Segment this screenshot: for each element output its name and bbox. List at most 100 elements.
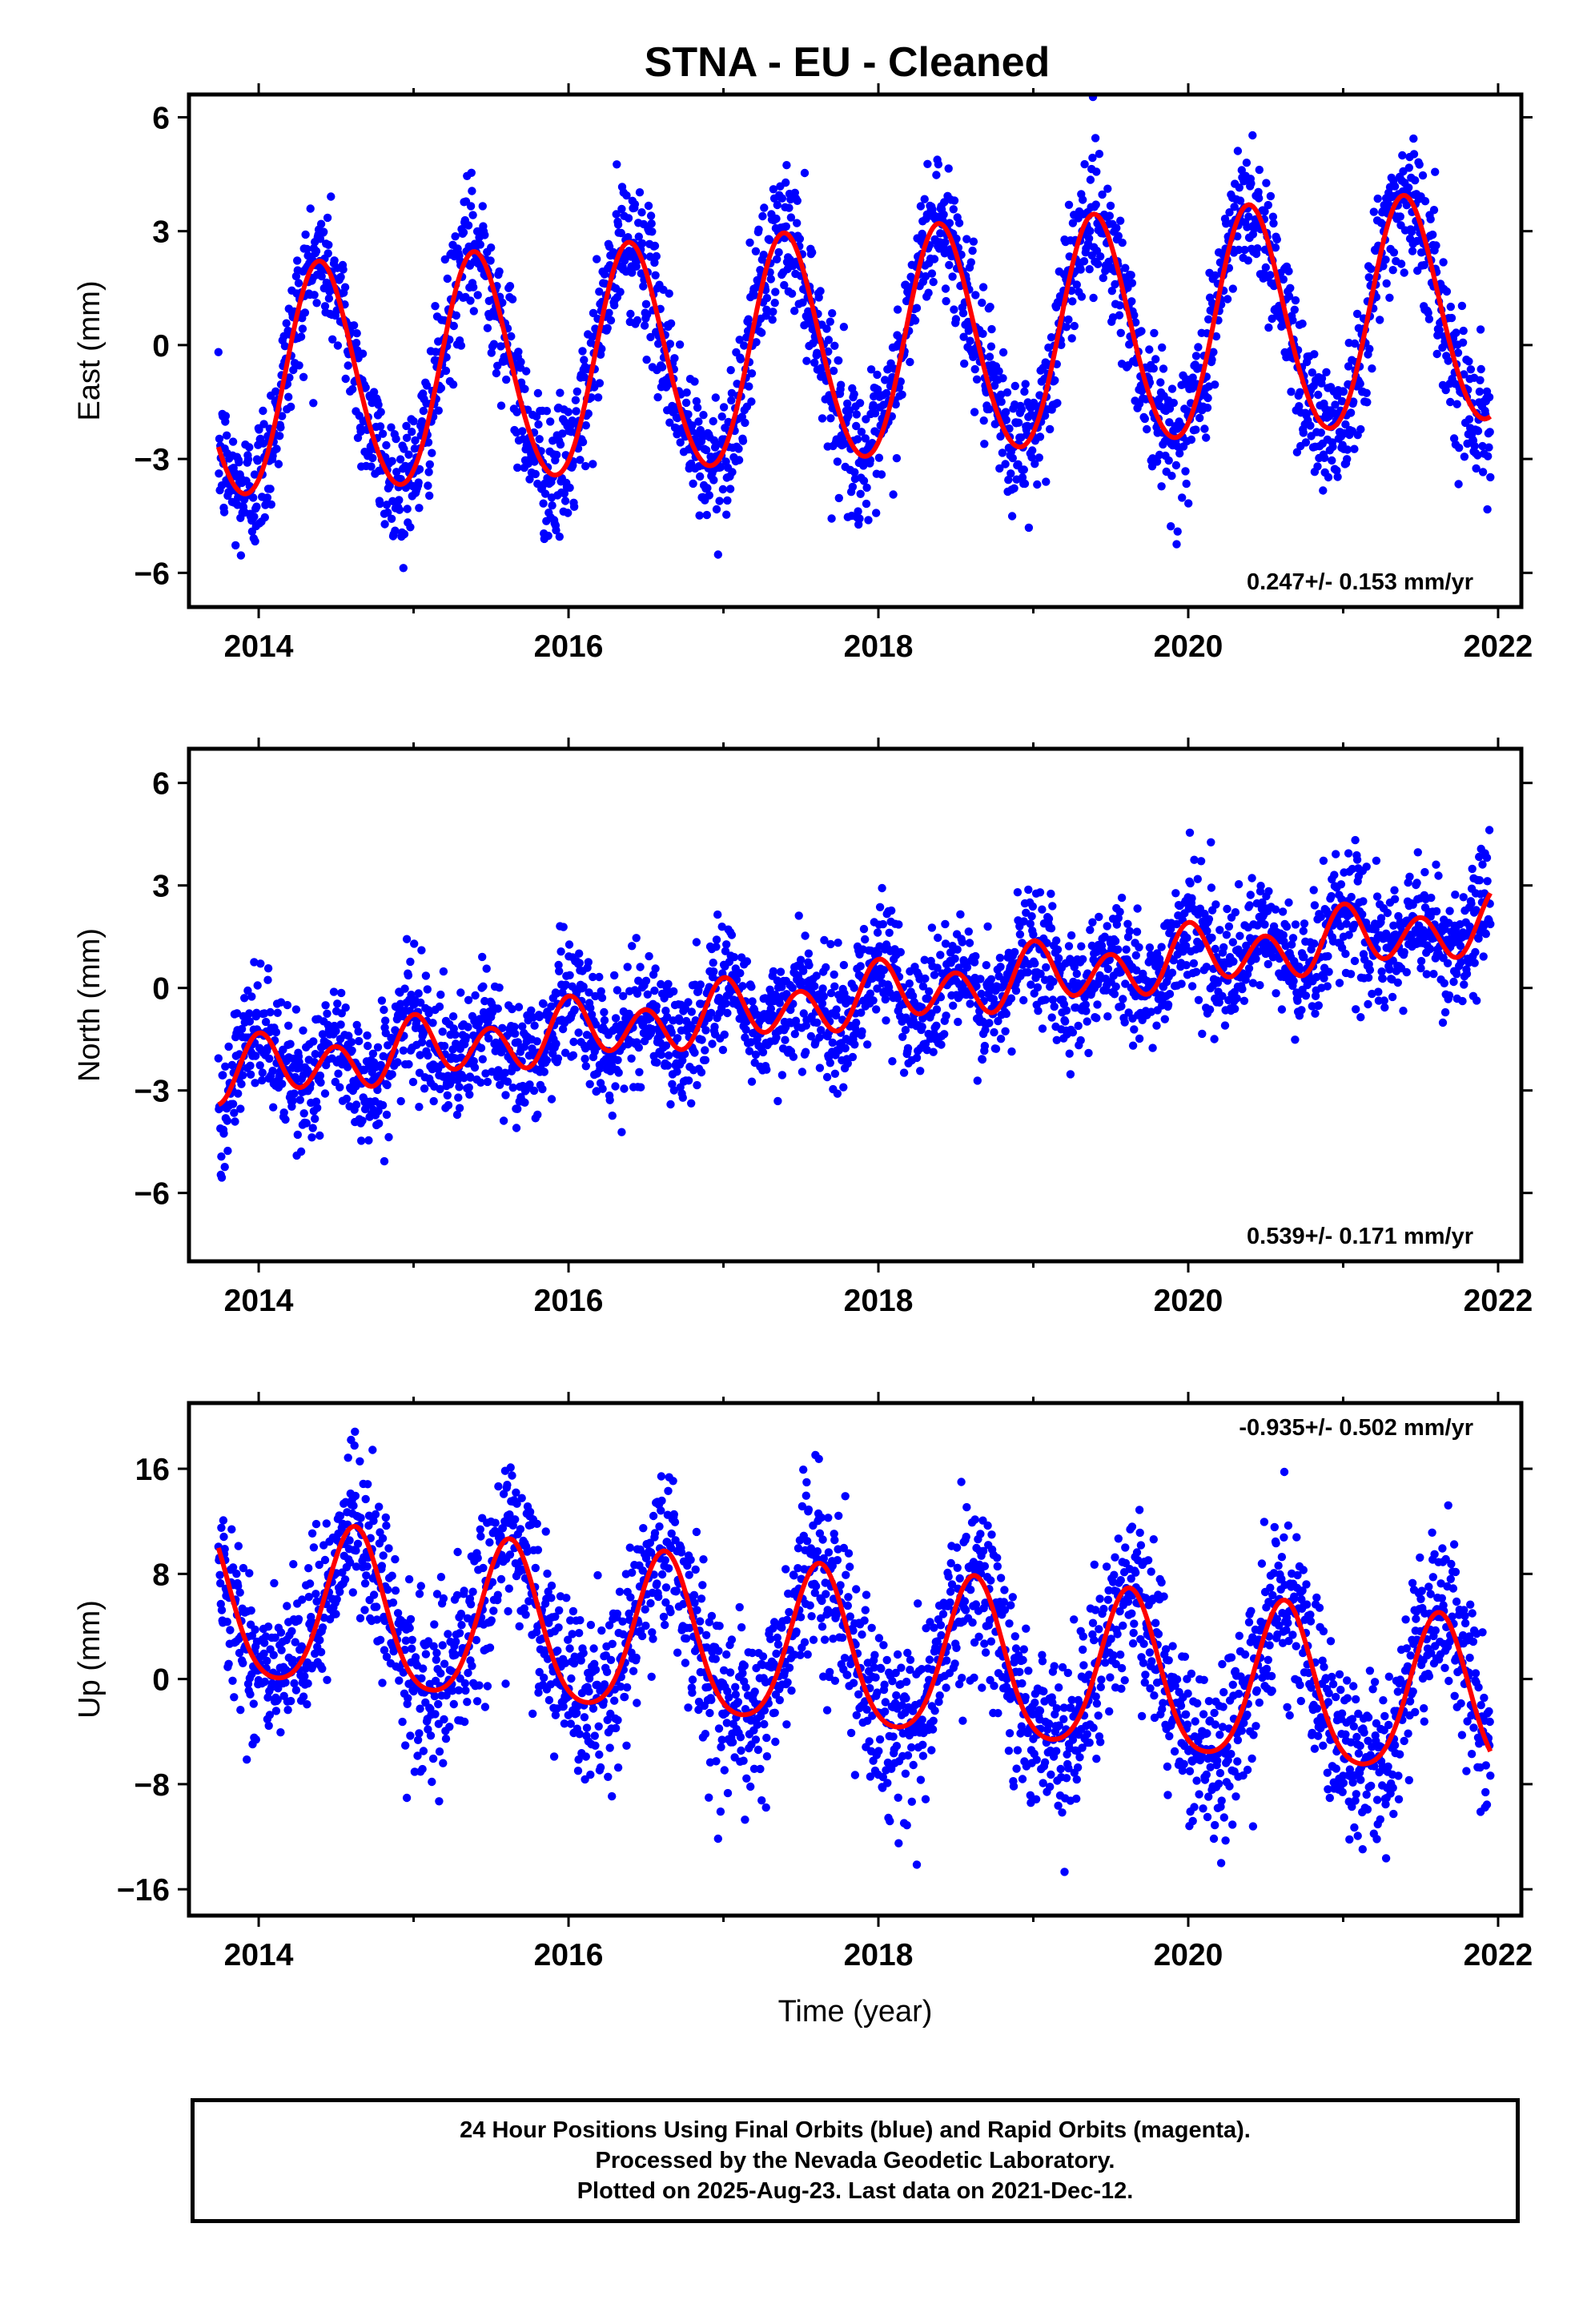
data-point — [721, 999, 730, 1008]
data-point — [1070, 321, 1079, 331]
data-point — [1271, 243, 1280, 252]
data-point — [421, 971, 431, 980]
data-point — [1117, 893, 1127, 903]
data-point — [723, 496, 732, 505]
data-point — [986, 303, 994, 312]
data-point — [1064, 315, 1073, 324]
data-point — [727, 396, 736, 405]
data-point — [769, 185, 778, 194]
data-point — [908, 991, 918, 1000]
data-point — [1298, 320, 1307, 328]
data-point — [487, 243, 496, 252]
data-point — [569, 1051, 578, 1060]
data-point — [259, 420, 268, 428]
data-point — [1420, 197, 1430, 206]
data-point — [681, 1004, 690, 1013]
data-point — [404, 450, 413, 459]
data-point — [368, 1049, 378, 1059]
data-point — [443, 274, 452, 283]
data-point — [1128, 1041, 1138, 1050]
data-point — [1098, 190, 1107, 199]
data-point — [1155, 959, 1164, 967]
data-point — [642, 356, 651, 364]
data-point — [402, 935, 412, 943]
data-point — [634, 232, 643, 241]
data-point — [996, 1035, 1006, 1043]
data-point — [898, 390, 906, 399]
data-point — [1264, 200, 1273, 210]
data-point — [597, 987, 605, 996]
data-point — [1409, 150, 1419, 159]
data-point — [1260, 207, 1269, 216]
data-point — [862, 483, 871, 493]
data-point — [1314, 1001, 1324, 1010]
data-point — [669, 987, 678, 996]
data-point — [830, 970, 838, 979]
data-point — [1207, 883, 1216, 892]
data-point — [1286, 283, 1295, 292]
data-point — [956, 910, 965, 919]
data-point — [772, 214, 781, 223]
data-point — [1140, 414, 1150, 424]
data-point — [1111, 279, 1119, 289]
data-point — [1411, 176, 1420, 185]
data-point — [1296, 965, 1304, 974]
data-point — [738, 436, 748, 445]
data-point — [971, 291, 980, 300]
data-point — [423, 985, 432, 994]
data-point — [1373, 194, 1382, 203]
data-point — [709, 416, 717, 426]
data-point — [1052, 1035, 1062, 1045]
data-point — [971, 951, 980, 961]
data-point — [850, 468, 859, 476]
data-point — [1111, 982, 1120, 991]
data-point — [874, 453, 884, 462]
data-point — [1243, 256, 1253, 265]
data-point — [1207, 933, 1216, 943]
data-point — [930, 971, 939, 979]
data-point — [449, 321, 458, 331]
data-point — [261, 1017, 271, 1027]
data-point — [727, 388, 737, 398]
data-point — [265, 1054, 274, 1063]
data-point — [843, 1059, 853, 1068]
data-point — [888, 1057, 897, 1066]
data-point — [1067, 931, 1076, 940]
data-point — [929, 277, 938, 287]
data-point — [1400, 268, 1408, 277]
x-tick-label: 2018 — [844, 629, 914, 664]
data-point — [1442, 287, 1452, 296]
data-point — [1137, 327, 1146, 336]
data-point — [1177, 979, 1186, 988]
data-point — [245, 443, 254, 452]
data-point — [701, 1055, 710, 1065]
data-point — [872, 1005, 881, 1014]
x-tick-label: 2020 — [1154, 629, 1223, 664]
data-point — [466, 1073, 475, 1082]
data-point — [1193, 875, 1203, 883]
data-point — [1344, 849, 1353, 858]
data-point — [1156, 378, 1165, 387]
data-point — [819, 992, 828, 1001]
data-point — [812, 971, 821, 980]
data-point — [896, 947, 906, 957]
data-point — [1332, 850, 1340, 858]
data-point — [1130, 311, 1139, 320]
data-point — [341, 374, 350, 384]
data-point — [1033, 983, 1043, 992]
data-point — [1404, 163, 1414, 172]
data-point — [312, 299, 321, 308]
data-point — [1324, 472, 1333, 482]
data-point — [221, 412, 231, 420]
data-point — [610, 971, 619, 980]
data-point — [1106, 201, 1115, 211]
data-point — [1256, 882, 1265, 891]
data-point — [542, 1055, 552, 1065]
data-point — [1215, 926, 1224, 935]
data-point — [762, 305, 771, 314]
data-point — [330, 256, 339, 265]
data-point — [295, 1096, 304, 1104]
data-point — [710, 1023, 719, 1031]
data-point — [1211, 900, 1220, 909]
